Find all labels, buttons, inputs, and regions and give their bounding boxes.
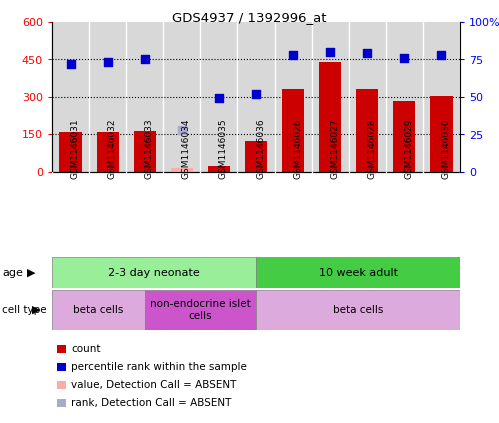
Text: GSM1146033: GSM1146033: [145, 118, 154, 179]
Bar: [356, 90, 378, 172]
Text: value, Detection Call = ABSENT: value, Detection Call = ABSENT: [71, 380, 237, 390]
Point: [289, 52, 297, 58]
Text: beta cells: beta cells: [73, 305, 124, 315]
Bar: [430, 96, 453, 172]
Text: non-endocrine islet
cells: non-endocrine islet cells: [150, 299, 250, 321]
Text: GSM1146028: GSM1146028: [367, 118, 376, 179]
Text: count: count: [71, 344, 100, 354]
Point: [363, 50, 371, 57]
Bar: [245, 141, 267, 172]
Bar: [256, 290, 460, 330]
Text: GSM1146032: GSM1146032: [108, 118, 117, 179]
Text: 10 week adult: 10 week adult: [318, 267, 398, 277]
Bar: [59, 132, 82, 172]
Text: 2-3 day neonate: 2-3 day neonate: [108, 267, 200, 277]
Bar: [393, 101, 416, 172]
Bar: [171, 168, 193, 172]
Bar: [319, 62, 341, 172]
Bar: [96, 132, 119, 172]
Bar: [52, 290, 145, 330]
Bar: [208, 166, 230, 172]
Text: ▶: ▶: [32, 305, 41, 315]
Point: [252, 91, 260, 97]
Point: [178, 126, 186, 133]
Text: rank, Detection Call = ABSENT: rank, Detection Call = ABSENT: [71, 398, 232, 408]
Text: GSM1146027: GSM1146027: [330, 118, 339, 179]
Text: GSM1146030: GSM1146030: [442, 118, 451, 179]
Text: GSM1146036: GSM1146036: [256, 118, 265, 179]
Text: GSM1146034: GSM1146034: [182, 118, 191, 179]
Text: GSM1146035: GSM1146035: [219, 118, 228, 179]
Point: [215, 95, 223, 102]
Text: GSM1146031: GSM1146031: [70, 118, 79, 179]
Bar: [256, 257, 460, 288]
Point: [438, 52, 446, 58]
Text: cell type: cell type: [2, 305, 47, 315]
Text: percentile rank within the sample: percentile rank within the sample: [71, 362, 247, 372]
Point: [326, 49, 334, 55]
Bar: [52, 257, 256, 288]
Bar: [145, 290, 256, 330]
Bar: [134, 131, 156, 172]
Point: [141, 56, 149, 63]
Text: GSM1146029: GSM1146029: [404, 118, 413, 179]
Text: GSM1146026: GSM1146026: [293, 118, 302, 179]
Point: [104, 59, 112, 66]
Text: GDS4937 / 1392996_at: GDS4937 / 1392996_at: [172, 11, 327, 24]
Text: ▶: ▶: [27, 267, 36, 277]
Bar: [282, 90, 304, 172]
Text: beta cells: beta cells: [333, 305, 383, 315]
Text: age: age: [2, 267, 23, 277]
Point: [400, 55, 408, 61]
Point: [66, 60, 74, 67]
